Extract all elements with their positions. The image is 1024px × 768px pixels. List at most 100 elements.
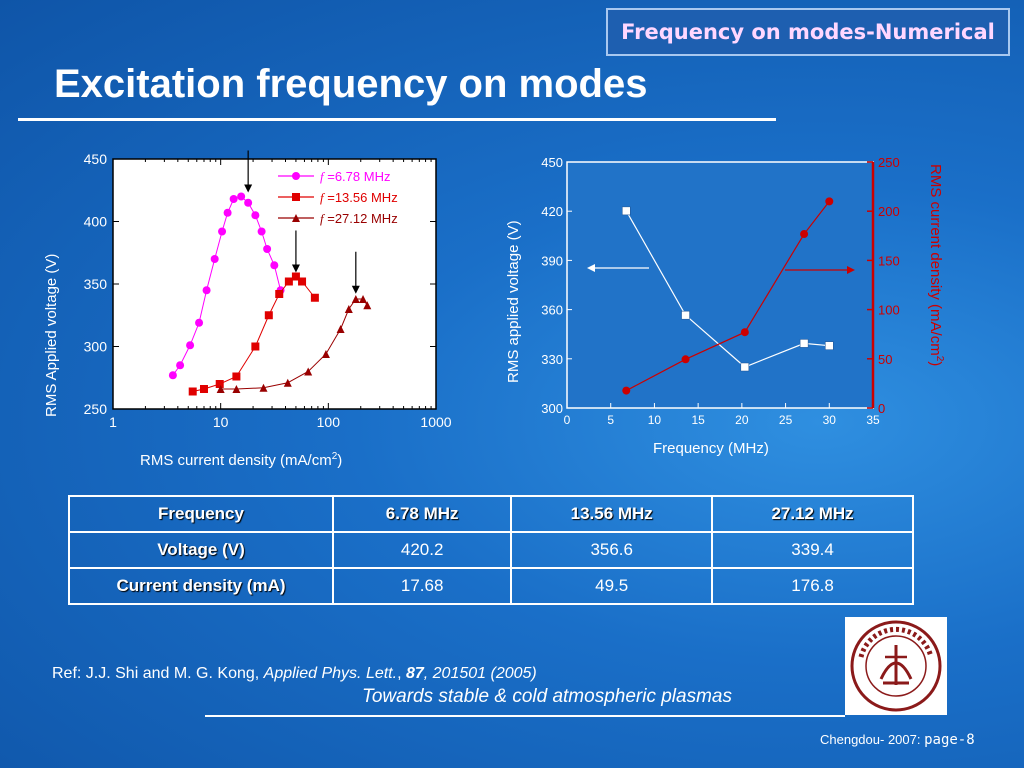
page-number: page-8 xyxy=(924,732,975,748)
chart1-data-point xyxy=(251,211,260,220)
table-cell: 420.2 xyxy=(331,531,513,569)
section-header-label: Frequency on modes-Numerical xyxy=(621,20,995,44)
chart1-y-tick-label: 300 xyxy=(84,339,108,355)
chart1-data-point xyxy=(257,227,266,236)
table-cell: 356.6 xyxy=(510,531,714,569)
chart1-data-point xyxy=(223,208,232,217)
chart1-x-tick-label: 100 xyxy=(317,414,341,430)
table-cell: 339.4 xyxy=(711,531,914,569)
chart2-y-right-label: RMS current density (mA/cm2) xyxy=(927,164,945,366)
chart1-data-point xyxy=(229,195,238,203)
chart2-y-right-tick-label: 100 xyxy=(878,303,900,318)
chart1-data-point xyxy=(232,385,241,393)
table-header-cell: Frequency xyxy=(68,495,334,533)
chart2-y-left-label: RMS applied voltage (V) xyxy=(505,220,522,383)
table-header-cell: 13.56 MHz xyxy=(510,495,714,533)
chart1-data-point xyxy=(202,286,211,295)
chart2-data-point xyxy=(740,328,749,337)
chart2-data-point xyxy=(681,355,690,364)
chart2-y-left-tick-label: 420 xyxy=(541,204,563,219)
chart2-y-right-tick-label: 250 xyxy=(878,155,900,170)
chart1-x-tick-label: 10 xyxy=(213,414,229,430)
chart1-legend-label: f =13.56 MHz xyxy=(320,190,398,205)
chart1-legend-label: f =27.12 MHz xyxy=(320,211,398,226)
title-underline xyxy=(18,118,776,121)
chart2-y-right-tick-label: 50 xyxy=(878,352,892,367)
tagline: Towards stable & cold atmospheric plasma… xyxy=(362,686,732,707)
chart1-y-axis-label: RMS Applied voltage (V) xyxy=(43,254,60,417)
chart2-y-right-tick-label: 0 xyxy=(878,401,885,416)
chart2-x-tick-label: 35 xyxy=(866,413,880,427)
chart2-x-tick-label: 20 xyxy=(735,413,749,427)
chart1-y-tick-label: 450 xyxy=(84,151,108,167)
chart2-data-point xyxy=(622,206,631,216)
chart2-plot-area xyxy=(566,161,874,409)
chart2-y-left-tick-label: 450 xyxy=(541,155,563,170)
chart1-data-point xyxy=(363,301,372,310)
table-row: Voltage (V) 420.2 356.6 339.4 xyxy=(68,531,914,569)
chart2-x-tick-label: 0 xyxy=(564,413,571,427)
chart2-data-point xyxy=(825,341,834,350)
chart1-data-point xyxy=(351,295,360,303)
chart1-data-point xyxy=(291,272,300,281)
chart1-data-point xyxy=(168,371,177,380)
table-cell: 49.5 xyxy=(510,567,714,605)
chart1-data-point xyxy=(215,380,224,388)
university-seal-logo xyxy=(845,617,947,715)
chart1-data-point xyxy=(270,261,279,270)
chart2-x-tick-label: 5 xyxy=(607,413,614,427)
chart1-data-point xyxy=(344,305,353,313)
chart1-y-tick-label: 350 xyxy=(84,276,108,292)
chart1-data-point xyxy=(284,277,293,286)
chart1-data-point xyxy=(275,290,284,298)
chart1-peak-arrowhead xyxy=(244,184,253,193)
chart2-data-point xyxy=(799,339,809,348)
frequency-chart: 0 5 10 15 20 25 30 35 300 330 360 390 420 450 0 50 100 15… xyxy=(505,155,945,457)
chart2-x-tick-label: 25 xyxy=(779,413,793,427)
chart2-y-left-tick-label: 330 xyxy=(541,352,563,367)
chart2-x-axis-label: Frequency (MHz) xyxy=(653,440,769,457)
table-row-label: Current density (mA) xyxy=(68,567,334,605)
chart2-x-tick-label: 15 xyxy=(691,413,705,427)
chart1-data-point xyxy=(310,293,319,302)
right-axis-arrowhead xyxy=(847,266,855,274)
chart1-data-point xyxy=(188,387,197,396)
chart1-data-point xyxy=(251,342,260,351)
chart1-data-point xyxy=(218,227,227,236)
footer: Chengdou- 2007: page-8 xyxy=(820,732,975,748)
table-row-label: Voltage (V) xyxy=(68,531,334,569)
chart1-data-point xyxy=(263,245,272,253)
chart2-data-point xyxy=(825,197,834,206)
chart1-legend-marker xyxy=(292,172,300,180)
section-header-box: Frequency on modes-Numerical xyxy=(606,8,1010,56)
chart1-data-point xyxy=(176,361,185,370)
chart2-y-right-tick-label: 200 xyxy=(878,204,900,219)
chart1-y-tick-label: 250 xyxy=(84,401,108,417)
chart1-x-axis-label: RMS current density (mA/cm2) xyxy=(140,451,342,469)
tagline-underline xyxy=(205,715,845,717)
chart1-data-point xyxy=(298,277,307,286)
left-axis-arrowhead xyxy=(587,264,595,272)
reference-citation: Ref: J.J. Shi and M. G. Kong, Applied Ph… xyxy=(52,665,537,682)
chart1-x-tick-label: 1 xyxy=(109,414,117,430)
slide-title: Excitation frequency on modes xyxy=(54,62,648,106)
chart2-y-right-tick-label: 150 xyxy=(878,253,900,268)
chart1-data-point xyxy=(186,341,195,350)
chart1-peak-arrowhead xyxy=(351,285,360,294)
chart1-x-tick-label: 1000 xyxy=(420,414,451,430)
table-cell: 17.68 xyxy=(331,567,513,605)
summary-table: Frequency 6.78 MHz 13.56 MHz 27.12 MHz V… xyxy=(68,495,914,605)
chart1-data-point xyxy=(264,311,273,320)
chart2-data-point xyxy=(740,362,750,372)
table-header-cell: 6.78 MHz xyxy=(331,495,513,533)
chart1-data-point xyxy=(359,295,368,303)
chart1-data-point xyxy=(195,318,204,327)
table-row: Current density (mA) 17.68 49.5 176.8 xyxy=(68,567,914,605)
chart1-data-point xyxy=(237,192,246,201)
chart2-data-point xyxy=(622,386,631,395)
chart1-peak-arrowhead xyxy=(291,264,300,273)
table-header-row: Frequency 6.78 MHz 13.56 MHz 27.12 MHz xyxy=(68,495,914,533)
chart2-data-point xyxy=(681,310,690,320)
chart1-data-point xyxy=(321,350,330,358)
